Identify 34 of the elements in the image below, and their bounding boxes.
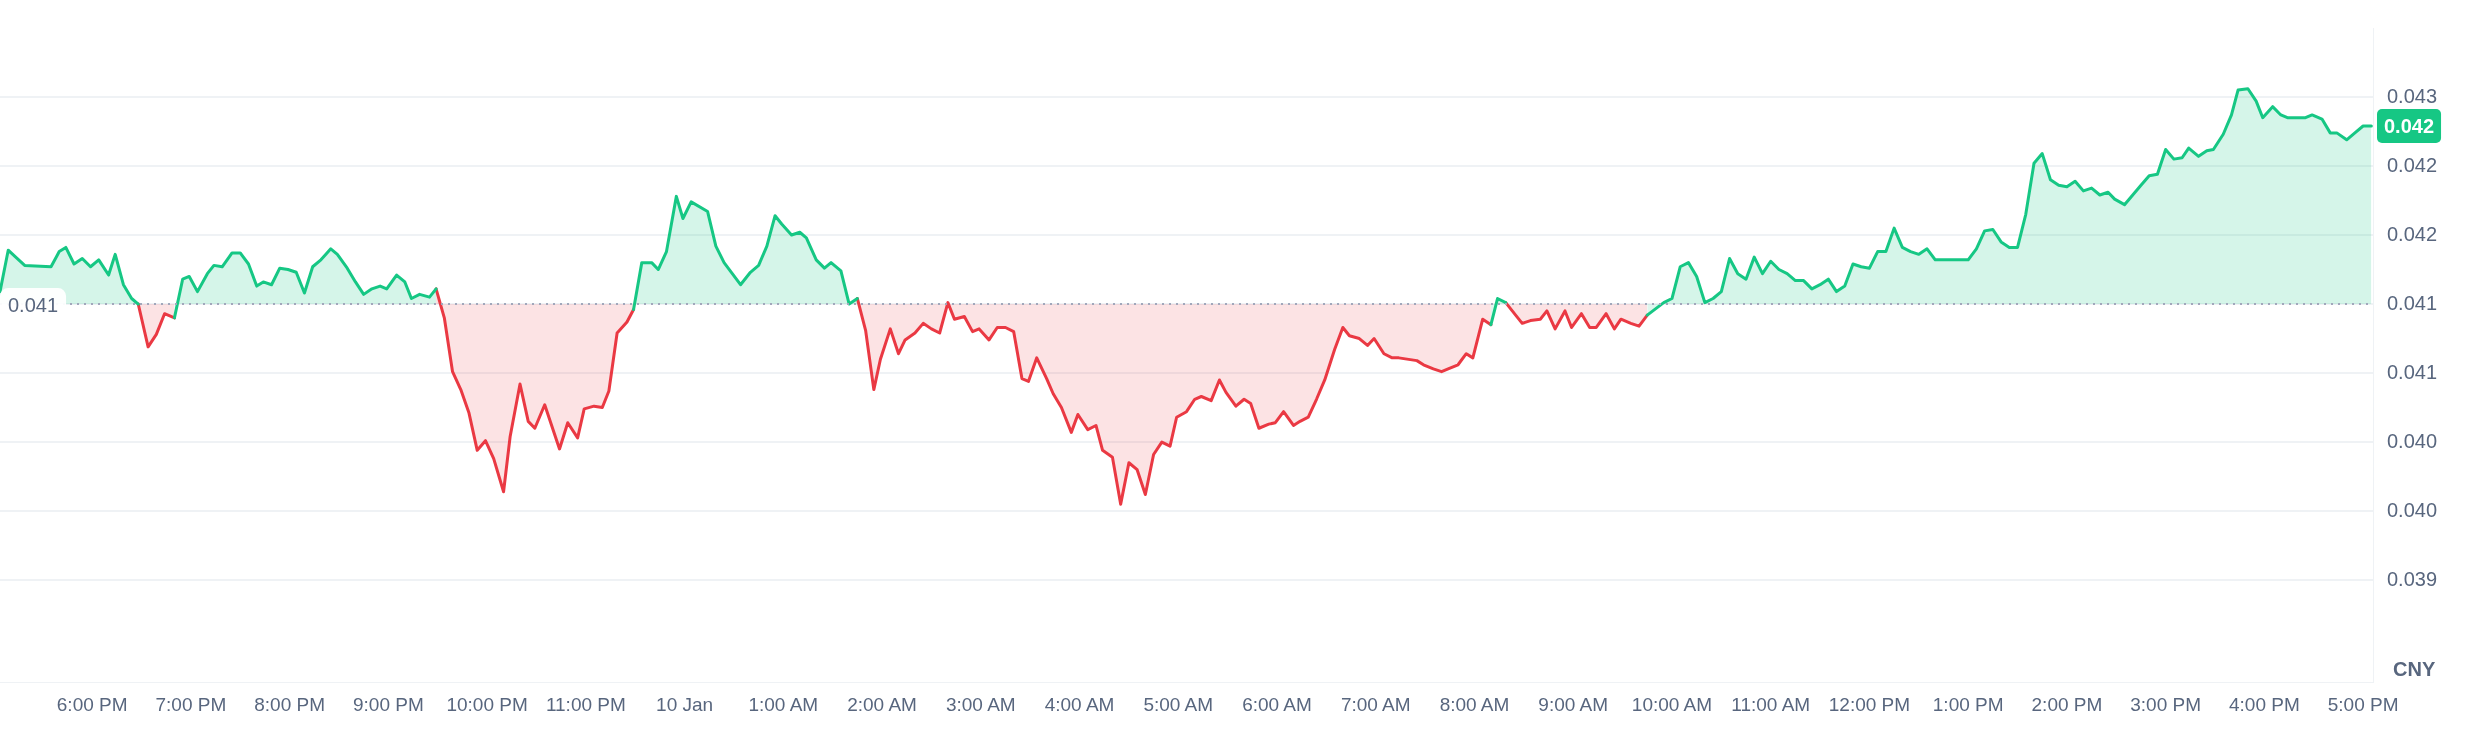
x-tick-label: 3:00 AM	[945, 693, 1016, 715]
x-tick-label: 3:00 PM	[2130, 693, 2202, 715]
x-tick-label: 6:00 PM	[56, 693, 128, 715]
x-tick-label: 1:00 AM	[748, 693, 819, 715]
x-tick-label: 1:00 PM	[1932, 693, 2004, 715]
x-tick-label: 5:00 AM	[1143, 693, 1214, 715]
x-tick-label: 4:00 AM	[1044, 693, 1115, 715]
x-tick-label: 9:00 AM	[1538, 693, 1609, 715]
y-tick-label: 0.040	[2387, 498, 2438, 521]
x-tick-label: 6:00 AM	[1242, 693, 1312, 715]
x-tick-label: 12:00 PM	[1828, 693, 1911, 715]
y-tick-label: 0.043	[2387, 84, 2438, 107]
y-tick-label: 0.042	[2387, 153, 2438, 176]
x-tick-label: 10 Jan	[656, 693, 714, 715]
x-tick-label: 10:00 AM	[1631, 693, 1713, 715]
x-tick-label: 10:00 PM	[446, 693, 528, 715]
x-tick-label: 11:00 PM	[545, 693, 626, 715]
y-tick-label: 0.039	[2387, 567, 2438, 590]
x-tick-label: 4:00 PM	[2229, 693, 2300, 715]
x-tick-label: 7:00 PM	[155, 693, 227, 715]
x-tick-label: 9:00 PM	[352, 693, 424, 715]
x-tick-label: 5:00 PM	[2327, 693, 2399, 715]
x-tick-label: 7:00 AM	[1340, 693, 1411, 715]
y-tick-label: 0.042	[2387, 222, 2438, 245]
x-tick-label: 2:00 AM	[847, 693, 917, 715]
ref-line-label: 0.041	[8, 293, 59, 316]
x-tick-label: 8:00 AM	[1439, 693, 1510, 715]
y-tick-label: 0.041	[2387, 360, 2438, 383]
x-tick-label: 11:00 AM	[1731, 693, 1811, 715]
y-tick-label: 0.041	[2387, 291, 2438, 314]
y-tick-label: 0.040	[2387, 429, 2438, 452]
x-tick-label: 2:00 PM	[2031, 693, 2103, 715]
x-tick-label: 8:00 PM	[254, 693, 326, 715]
y-axis-title: CNY	[2393, 657, 2436, 680]
